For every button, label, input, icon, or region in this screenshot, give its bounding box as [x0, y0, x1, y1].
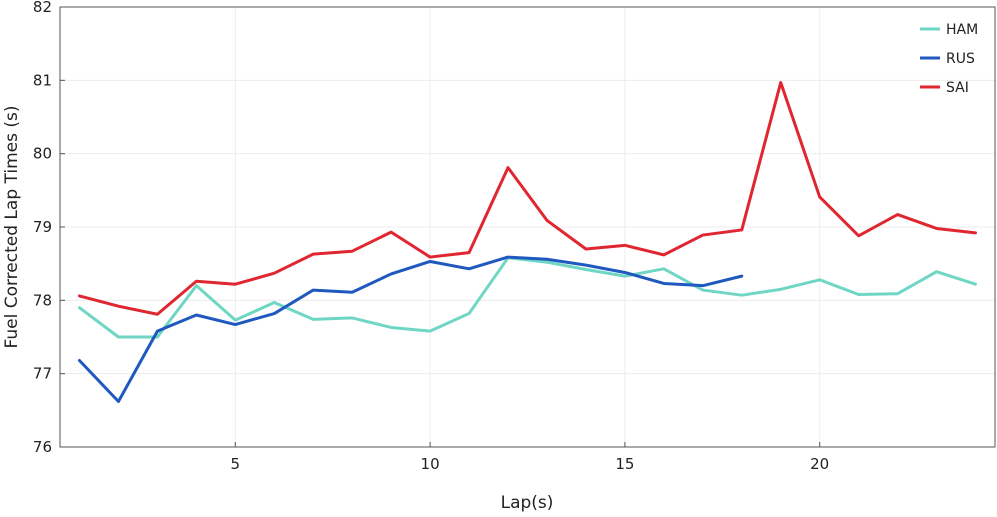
y-tick-label: 81 — [33, 71, 52, 89]
x-tick-label: 10 — [421, 455, 440, 473]
series-line-rus — [77, 255, 744, 404]
legend-label-sai: SAI — [946, 80, 969, 96]
x-axis-label: Lap(s) — [501, 493, 554, 513]
grid-lines — [60, 6, 995, 448]
y-tick-label: 78 — [33, 291, 52, 309]
y-tick-label: 79 — [33, 218, 52, 236]
series-line-sai — [77, 81, 978, 316]
series-lines — [77, 81, 978, 404]
y-axis-label: Fuel Corrected Lap Times (s) — [2, 106, 22, 349]
y-axis-ticks: 76 77 78 79 80 81 82 — [33, 0, 65, 456]
x-tick-label: 5 — [231, 455, 241, 473]
x-tick-label: 20 — [810, 455, 829, 473]
y-tick-label: 80 — [33, 145, 52, 163]
x-axis-ticks: 5 10 15 20 — [231, 442, 829, 473]
y-tick-label: 77 — [33, 365, 52, 383]
legend: HAM RUS SAI — [920, 22, 978, 96]
legend-label-rus: RUS — [946, 51, 975, 67]
legend-label-ham: HAM — [946, 22, 978, 38]
y-tick-label: 82 — [33, 0, 52, 16]
series-line-ham — [77, 256, 978, 339]
y-tick-label: 76 — [33, 438, 52, 456]
x-tick-label: 15 — [615, 455, 634, 473]
